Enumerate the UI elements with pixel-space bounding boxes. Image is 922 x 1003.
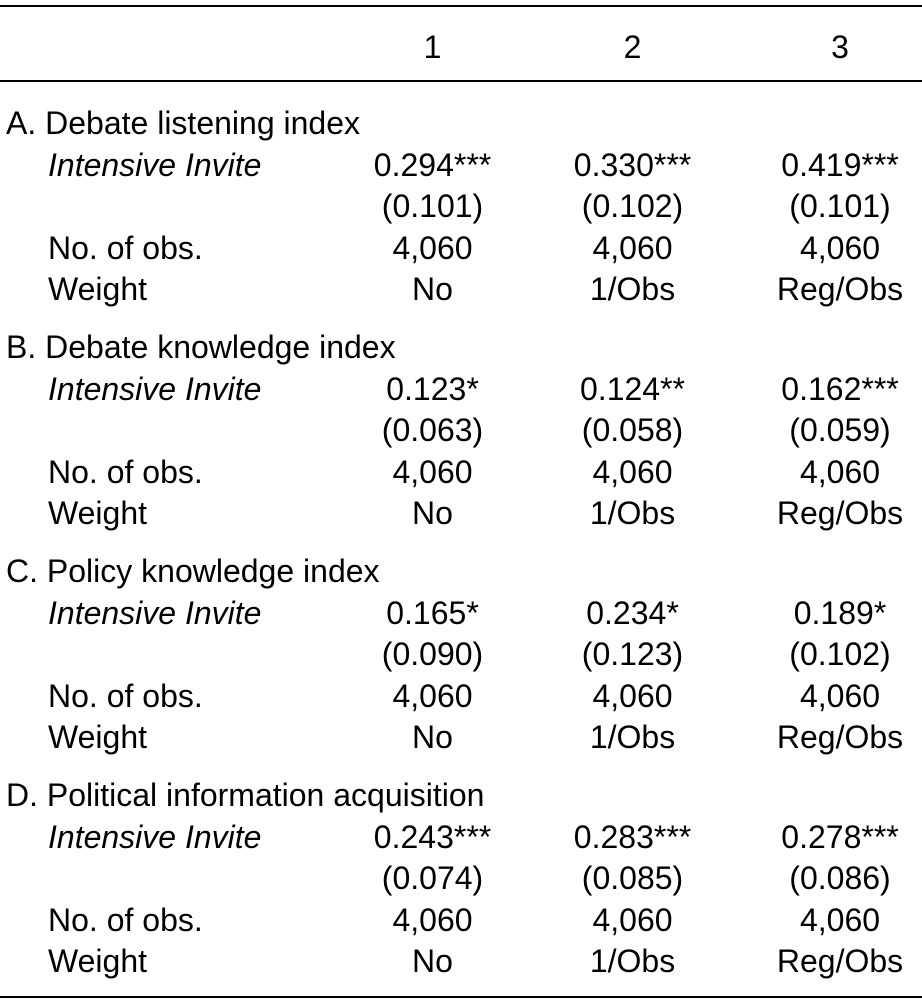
standard-error-cell: (0.058): [581, 412, 684, 448]
observations-row: No. of obs. 4,060 4,060 4,060: [0, 676, 922, 718]
column-header-1: 1: [423, 29, 442, 65]
weight-row: Weight No 1/Obs Reg/Obs: [0, 269, 922, 311]
coefficient-cell: 0.124**: [580, 370, 685, 407]
standard-error-row: (0.074) (0.085) (0.086): [0, 858, 922, 900]
panel-b: B. Debate knowledge index Intensive Invi…: [0, 327, 922, 551]
observations-cell: 4,060: [799, 229, 881, 266]
standard-error-cell: (0.074): [381, 860, 484, 896]
weight-cell: No: [412, 495, 453, 531]
table-bottom-rule: [0, 996, 922, 998]
weight-cell: 1/Obs: [589, 719, 676, 755]
coefficient-cell: 0.419***: [781, 146, 899, 183]
observations-cell: 4,060: [799, 453, 881, 490]
coefficient-cell: 0.294***: [373, 146, 492, 183]
weight-cell: No: [412, 271, 453, 307]
observations-row: No. of obs. 4,060 4,060 4,060: [0, 900, 922, 942]
weight-cell: No: [412, 719, 453, 755]
observations-row: No. of obs. 4,060 4,060 4,060: [0, 228, 922, 270]
coefficient-cell: 0.283***: [573, 818, 692, 855]
column-header-2: 2: [623, 29, 642, 65]
coefficient-cell: 0.162***: [781, 370, 899, 407]
table-body: A. Debate listening index Intensive Invi…: [0, 103, 922, 999]
weight-cell: 1/Obs: [589, 495, 676, 531]
observations-cell: 4,060: [392, 677, 473, 714]
coefficient-label: Intensive Invite: [48, 818, 262, 855]
weight-label: Weight: [48, 495, 148, 531]
observations-label: No. of obs.: [48, 229, 203, 266]
panel-c: C. Policy knowledge index Intensive Invi…: [0, 551, 922, 775]
observations-cell: 4,060: [799, 901, 881, 938]
standard-error-row: (0.063) (0.058) (0.059): [0, 410, 922, 452]
panel-title-row: B. Debate knowledge index: [0, 327, 922, 369]
panel-title: B. Debate knowledge index: [6, 329, 396, 365]
observations-cell: 4,060: [592, 677, 673, 714]
weight-row: Weight No 1/Obs Reg/Obs: [0, 717, 922, 759]
table-header-row: 1 2 3: [0, 25, 922, 69]
coefficient-cell: 0.189*: [793, 594, 887, 631]
weight-label: Weight: [48, 943, 148, 979]
panel-title-row: D. Political information acquisition: [0, 775, 922, 817]
weight-cell: Reg/Obs: [776, 943, 904, 979]
coefficient-row: Intensive Invite 0.165* 0.234* 0.189*: [0, 593, 922, 635]
standard-error-cell: (0.086): [789, 860, 891, 896]
observations-cell: 4,060: [392, 453, 473, 490]
coefficient-row: Intensive Invite 0.123* 0.124** 0.162***: [0, 369, 922, 411]
standard-error-cell: (0.123): [581, 636, 684, 672]
standard-error-cell: (0.063): [381, 412, 484, 448]
weight-cell: 1/Obs: [589, 271, 676, 307]
table-header-rule: [0, 80, 922, 82]
weight-row: Weight No 1/Obs Reg/Obs: [0, 941, 922, 983]
column-header-3: 3: [831, 29, 849, 65]
weight-cell: Reg/Obs: [776, 271, 904, 307]
panel-a: A. Debate listening index Intensive Invi…: [0, 103, 922, 327]
observations-cell: 4,060: [392, 901, 473, 938]
coefficient-cell: 0.123*: [386, 370, 479, 407]
observations-cell: 4,060: [392, 229, 473, 266]
observations-label: No. of obs.: [48, 677, 203, 714]
observations-cell: 4,060: [592, 229, 673, 266]
weight-label: Weight: [48, 271, 148, 307]
panel-title: A. Debate listening index: [6, 105, 360, 141]
weight-cell: 1/Obs: [589, 943, 676, 979]
standard-error-cell: (0.101): [789, 188, 891, 224]
weight-row: Weight No 1/Obs Reg/Obs: [0, 493, 922, 535]
observations-cell: 4,060: [799, 677, 881, 714]
table-top-rule: [0, 5, 922, 7]
standard-error-cell: (0.085): [581, 860, 684, 896]
coefficient-label: Intensive Invite: [48, 146, 262, 183]
coefficient-cell: 0.243***: [373, 818, 492, 855]
coefficient-row: Intensive Invite 0.243*** 0.283*** 0.278…: [0, 817, 922, 859]
panel-d: D. Political information acquisition Int…: [0, 775, 922, 999]
observations-cell: 4,060: [592, 901, 673, 938]
standard-error-cell: (0.101): [381, 188, 484, 224]
weight-label: Weight: [48, 719, 148, 755]
standard-error-cell: (0.090): [381, 636, 484, 672]
standard-error-row: (0.101) (0.102) (0.101): [0, 186, 922, 228]
standard-error-row: (0.090) (0.123) (0.102): [0, 634, 922, 676]
weight-cell: Reg/Obs: [776, 495, 904, 531]
panel-title: C. Policy knowledge index: [6, 553, 380, 589]
coefficient-cell: 0.165*: [386, 594, 479, 631]
standard-error-cell: (0.102): [789, 636, 891, 672]
standard-error-cell: (0.059): [789, 412, 891, 448]
weight-cell: No: [412, 943, 453, 979]
coefficient-label: Intensive Invite: [48, 370, 262, 407]
observations-label: No. of obs.: [48, 901, 203, 938]
weight-cell: Reg/Obs: [776, 719, 904, 755]
panel-title-row: A. Debate listening index: [0, 103, 922, 145]
observations-cell: 4,060: [592, 453, 673, 490]
observations-row: No. of obs. 4,060 4,060 4,060: [0, 452, 922, 494]
panel-title: D. Political information acquisition: [6, 777, 485, 813]
coefficient-cell: 0.278***: [781, 818, 899, 855]
coefficient-label: Intensive Invite: [48, 594, 262, 631]
coefficient-cell: 0.330***: [573, 146, 692, 183]
coefficient-cell: 0.234*: [586, 594, 679, 631]
observations-label: No. of obs.: [48, 453, 203, 490]
panel-title-row: C. Policy knowledge index: [0, 551, 922, 593]
coefficient-row: Intensive Invite 0.294*** 0.330*** 0.419…: [0, 145, 922, 187]
standard-error-cell: (0.102): [581, 188, 684, 224]
